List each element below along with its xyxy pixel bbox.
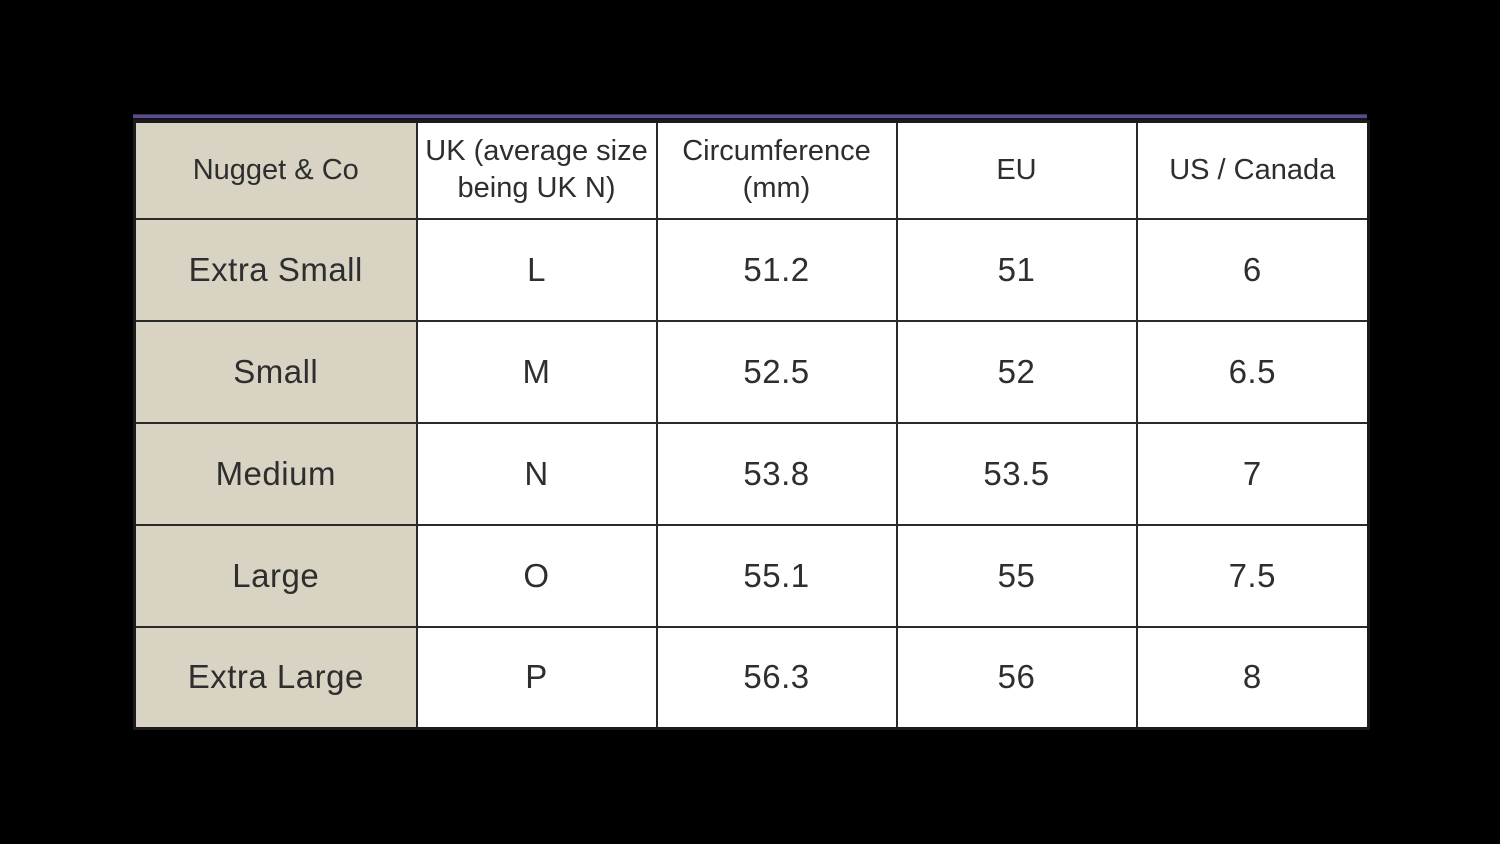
header-cell-us-canada: US / Canada (1135, 120, 1370, 220)
eu-size-cell: 55 (895, 523, 1138, 628)
circumference-cell: 53.8 (655, 421, 898, 526)
uk-size-cell: P (415, 625, 658, 730)
eu-size-cell: 53.5 (895, 421, 1138, 526)
uk-size-cell: O (415, 523, 658, 628)
ring-size-table-container: Nugget & Co UK (average size being UK N)… (133, 114, 1370, 730)
eu-size-cell: 51 (895, 217, 1138, 322)
table-row-extra-large: Extra Large P 56.3 56 8 (133, 625, 1370, 730)
uk-size-cell: M (415, 319, 658, 424)
header-cell-eu: EU (895, 120, 1138, 220)
uk-size-cell: L (415, 217, 658, 322)
table-row-large: Large O 55.1 55 7.5 (133, 523, 1370, 628)
us-size-cell: 7.5 (1135, 523, 1370, 628)
us-size-cell: 8 (1135, 625, 1370, 730)
ring-size-table: Nugget & Co UK (average size being UK N)… (133, 120, 1370, 730)
size-label-cell: Medium (133, 421, 418, 526)
table-header-row: Nugget & Co UK (average size being UK N)… (133, 120, 1370, 220)
table-row-small: Small M 52.5 52 6.5 (133, 319, 1370, 424)
uk-size-cell: N (415, 421, 658, 526)
size-label-cell: Extra Small (133, 217, 418, 322)
table-row-extra-small: Extra Small L 51.2 51 6 (133, 217, 1370, 322)
circumference-cell: 56.3 (655, 625, 898, 730)
circumference-cell: 55.1 (655, 523, 898, 628)
circumference-cell: 51.2 (655, 217, 898, 322)
size-label-cell: Small (133, 319, 418, 424)
us-size-cell: 6 (1135, 217, 1370, 322)
us-size-cell: 7 (1135, 421, 1370, 526)
eu-size-cell: 56 (895, 625, 1138, 730)
eu-size-cell: 52 (895, 319, 1138, 424)
size-label-cell: Extra Large (133, 625, 418, 730)
header-cell-circumference: Circumference (mm) (655, 120, 898, 220)
header-cell-brand: Nugget & Co (133, 120, 418, 220)
table-row-medium: Medium N 53.8 53.5 7 (133, 421, 1370, 526)
circumference-cell: 52.5 (655, 319, 898, 424)
top-accent-stripe (133, 114, 1367, 120)
header-cell-uk: UK (average size being UK N) (415, 120, 658, 220)
size-label-cell: Large (133, 523, 418, 628)
us-size-cell: 6.5 (1135, 319, 1370, 424)
